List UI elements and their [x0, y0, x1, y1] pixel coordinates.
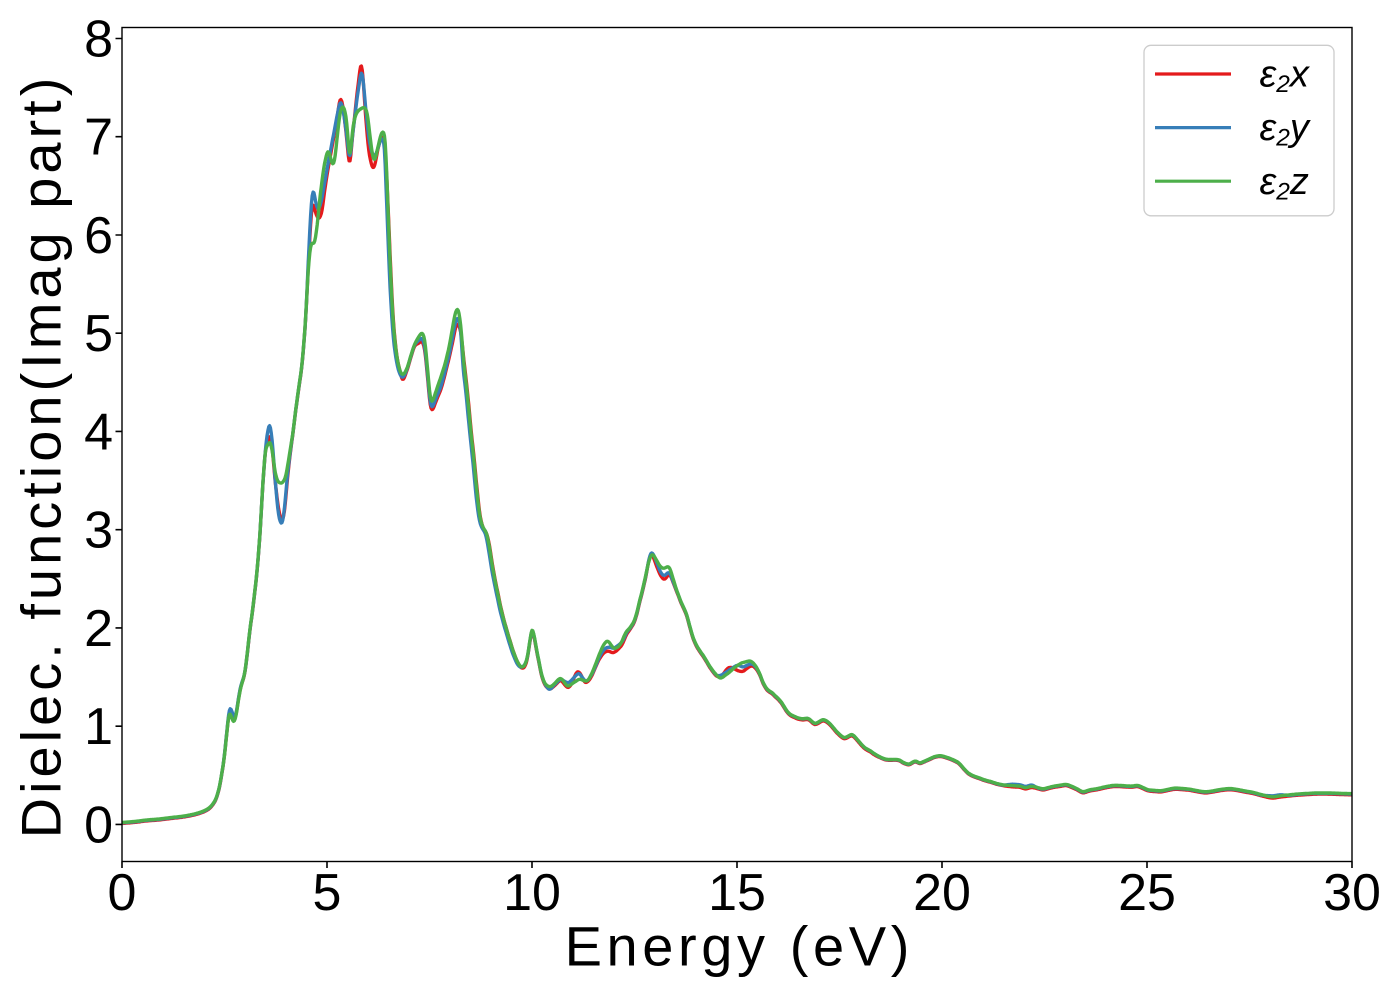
svg-text:0: 0 [108, 864, 137, 922]
svg-text:0: 0 [84, 796, 113, 854]
svg-text:3: 3 [84, 502, 113, 560]
svg-text:30: 30 [1323, 864, 1381, 922]
svg-text:ε2y: ε2y [1260, 107, 1311, 152]
svg-text:Dielec. function(Imag part): Dielec. function(Imag part) [10, 74, 73, 839]
svg-text:4: 4 [84, 403, 113, 461]
svg-text:5: 5 [313, 864, 342, 922]
svg-text:ε2x: ε2x [1260, 54, 1311, 99]
svg-text:Energy (eV): Energy (eV) [565, 915, 914, 978]
svg-text:8: 8 [84, 11, 113, 69]
svg-text:15: 15 [708, 864, 766, 922]
svg-text:7: 7 [84, 109, 113, 167]
svg-text:1: 1 [84, 698, 113, 756]
svg-text:6: 6 [84, 207, 113, 265]
svg-text:20: 20 [913, 864, 971, 922]
svg-text:2: 2 [84, 600, 113, 658]
svg-text:5: 5 [84, 305, 113, 363]
svg-text:25: 25 [1118, 864, 1176, 922]
svg-text:10: 10 [503, 864, 561, 922]
svg-text:ε2z: ε2z [1260, 161, 1309, 206]
